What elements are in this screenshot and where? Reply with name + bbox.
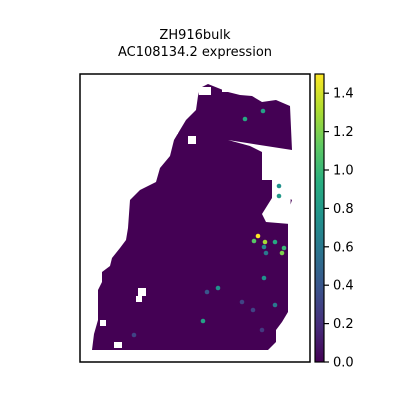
spot-3 (277, 194, 282, 199)
spot-2 (277, 184, 282, 189)
spot-19 (132, 333, 137, 338)
spot-17 (273, 303, 278, 308)
spot-20 (260, 328, 265, 333)
spot-16 (251, 308, 256, 313)
colorbar-tick-label: 0.0 (333, 356, 354, 371)
chart-title: ZH916bulk (159, 28, 231, 43)
spot-9 (282, 246, 287, 251)
spot-5 (252, 239, 257, 244)
spot-12 (262, 276, 267, 281)
spot-10 (280, 251, 285, 256)
chart-subtitle: AC108134.2 expression (118, 45, 272, 60)
tissue-spots (92, 84, 292, 350)
colorbar-ticks: 0.0 0.2 0.4 0.6 0.8 1.0 1.2 1.4 (324, 87, 354, 371)
spot-11 (264, 251, 269, 256)
spot-15 (240, 300, 245, 305)
spot-6 (263, 240, 268, 245)
colorbar-tick-label: 0.2 (333, 317, 354, 332)
colorbar: 0.0 0.2 0.4 0.6 0.8 1.0 1.2 1.4 (315, 74, 354, 371)
colorbar-tick-label: 1.2 (333, 125, 354, 140)
colorbar-gradient (315, 74, 324, 362)
colorbar-tick-label: 1.0 (333, 164, 354, 179)
spot-0 (243, 117, 248, 122)
spot-8 (262, 245, 267, 250)
colorbar-tick-label: 1.4 (333, 87, 354, 102)
spot-13 (205, 290, 210, 295)
spot-14 (216, 286, 221, 291)
colorbar-tick-label: 0.6 (333, 240, 354, 255)
plot-area (92, 84, 300, 350)
colorbar-tick-label: 0.4 (333, 279, 354, 294)
spot-18 (201, 319, 206, 324)
spot-4 (256, 234, 261, 239)
colorbar-tick-label: 0.8 (333, 202, 354, 217)
spot-7 (273, 240, 278, 245)
spot-1 (261, 109, 266, 114)
